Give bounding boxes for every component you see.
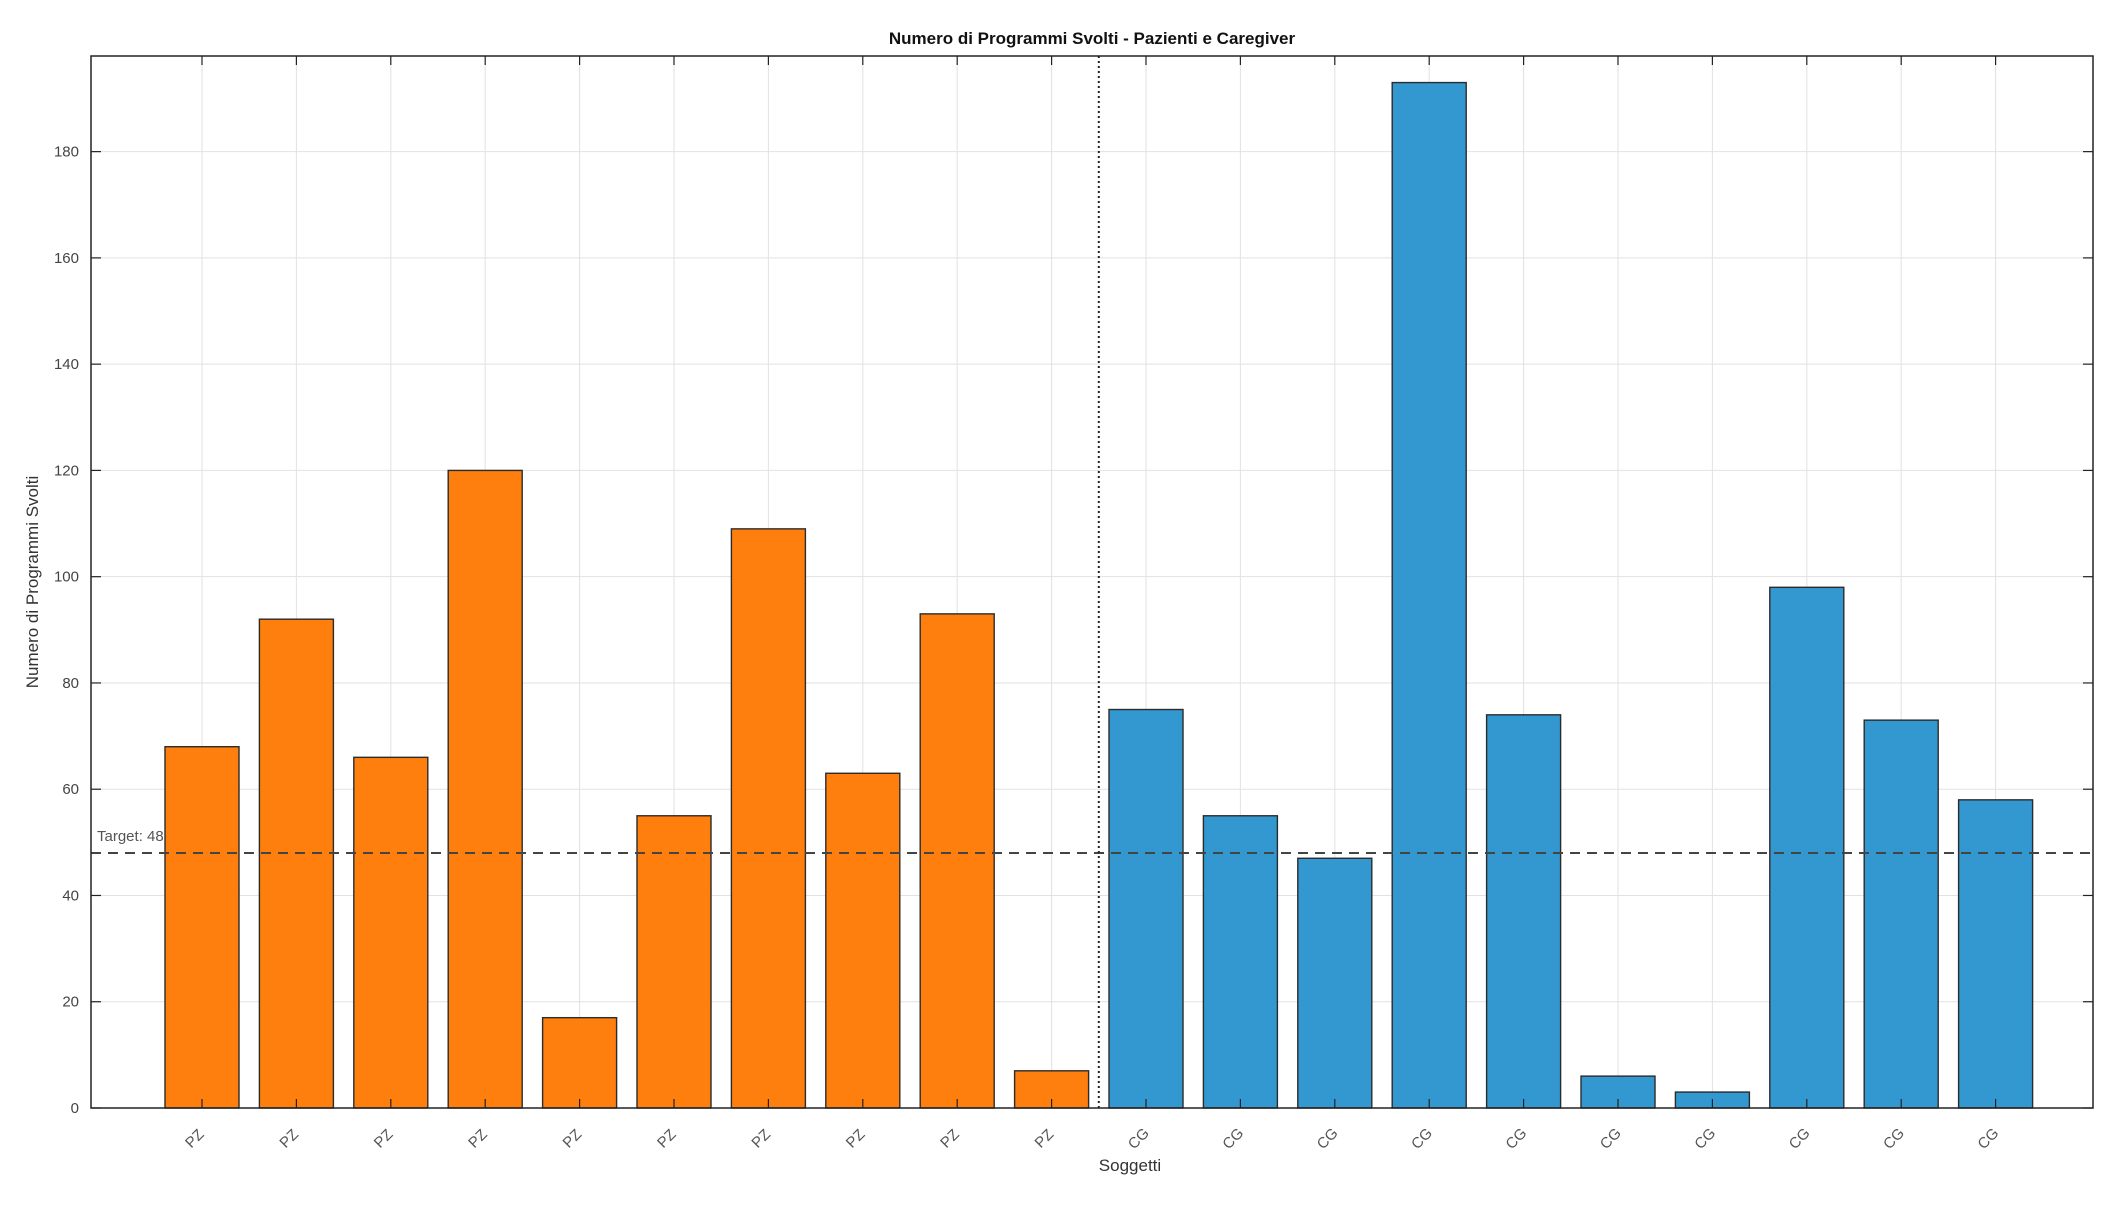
x-tick-label: PZ xyxy=(371,1126,397,1152)
y-tick-label: 40 xyxy=(62,887,79,904)
y-tick-label: 120 xyxy=(54,462,79,479)
bar-pz-7 xyxy=(730,528,807,1109)
bar-pz-2 xyxy=(258,618,335,1109)
bar-cg-12 xyxy=(1202,815,1279,1109)
x-tick-label: CG xyxy=(1125,1125,1153,1153)
bar-cg-13 xyxy=(1297,857,1373,1109)
y-tick-label: 180 xyxy=(54,144,79,161)
x-tick-label: CG xyxy=(1314,1125,1342,1153)
x-tick-label: PZ xyxy=(654,1126,680,1152)
reference-lines xyxy=(91,56,2093,1108)
bar-cg-15 xyxy=(1485,714,1562,1109)
bar-pz-9 xyxy=(919,613,995,1109)
plot-frame xyxy=(90,55,2094,1109)
bar-pz-6 xyxy=(636,815,712,1109)
x-tick-label: PZ xyxy=(748,1126,774,1152)
x-axis-label: Soggetti xyxy=(1099,1156,1161,1175)
y-tick-label: 160 xyxy=(54,250,79,267)
bars-layer xyxy=(164,81,2034,1109)
bar-pz-1 xyxy=(164,746,240,1109)
x-tick-label: CG xyxy=(1408,1125,1436,1153)
y-tick-label: 80 xyxy=(62,675,79,692)
x-tick-label: CG xyxy=(1597,1125,1625,1153)
x-tick-label: PZ xyxy=(843,1126,869,1152)
bar-cg-18 xyxy=(1769,586,1845,1109)
chart-title: Numero di Programmi Svolti - Pazienti e … xyxy=(889,29,1296,48)
bar-pz-4 xyxy=(447,469,523,1109)
bar-cg-20 xyxy=(1957,799,2034,1109)
bar-pz-3 xyxy=(353,756,429,1109)
x-tick-label: CG xyxy=(1219,1125,1247,1153)
bar-cg-14 xyxy=(1391,81,1467,1109)
x-tick-label: PZ xyxy=(560,1126,586,1152)
x-tick-label: PZ xyxy=(182,1126,208,1152)
x-tick-label: PZ xyxy=(937,1126,963,1152)
y-tick-label: 140 xyxy=(54,356,79,373)
bar-cg-19 xyxy=(1863,719,1939,1109)
x-tick-label: CG xyxy=(1974,1125,2002,1153)
x-tick-label: PZ xyxy=(1032,1126,1058,1152)
bar-pz-8 xyxy=(825,772,901,1109)
x-tick-label: CG xyxy=(1502,1125,1530,1153)
x-tick-label: CG xyxy=(1880,1125,1908,1153)
y-tick-label: 100 xyxy=(54,569,79,586)
bar-cg-11 xyxy=(1108,708,1184,1109)
x-tick-label: CG xyxy=(1786,1125,1814,1153)
y-tick-label: 20 xyxy=(62,994,79,1011)
y-tick-label: 60 xyxy=(62,781,79,798)
x-tick-label: CG xyxy=(1691,1125,1719,1153)
target-annotation: Target: 48 xyxy=(97,828,164,845)
bar-pz-5 xyxy=(541,1016,618,1109)
x-tick-label: PZ xyxy=(465,1126,491,1152)
y-axis-label: Numero di Programmi Svolti xyxy=(23,476,42,689)
x-tick-label: PZ xyxy=(276,1126,302,1152)
y-axis-ticks: 0 20 40 60 80 100 120 140 160 180 xyxy=(54,144,2093,1117)
y-tick-label: 0 xyxy=(71,1100,79,1117)
